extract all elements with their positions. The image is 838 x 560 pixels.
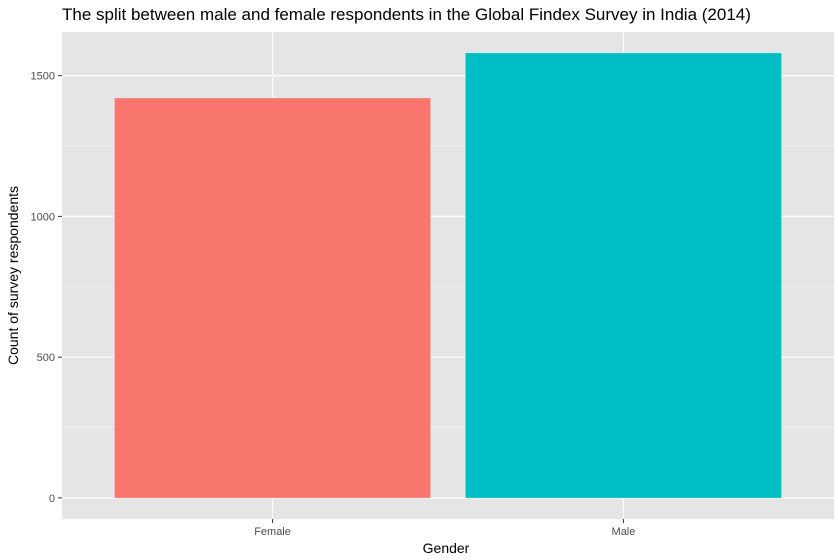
bars [114,53,782,498]
y-tick-label: 1000 [31,211,55,223]
chart-title: The split between male and female respon… [62,5,751,24]
x-axis-title: Gender [423,540,470,556]
x-axis-ticks: Female Male [254,519,635,538]
y-tick-label: 500 [37,352,55,364]
y-axis-title: Count of survey respondents [5,186,21,365]
x-tick-label: Female [254,526,291,538]
bar-female [114,98,431,498]
bar-male [465,53,782,498]
y-axis-ticks: 0 500 1000 1500 [31,71,62,505]
y-tick-label: 1500 [31,71,55,83]
x-tick-label: Male [612,526,636,538]
y-tick-label: 0 [49,493,55,505]
